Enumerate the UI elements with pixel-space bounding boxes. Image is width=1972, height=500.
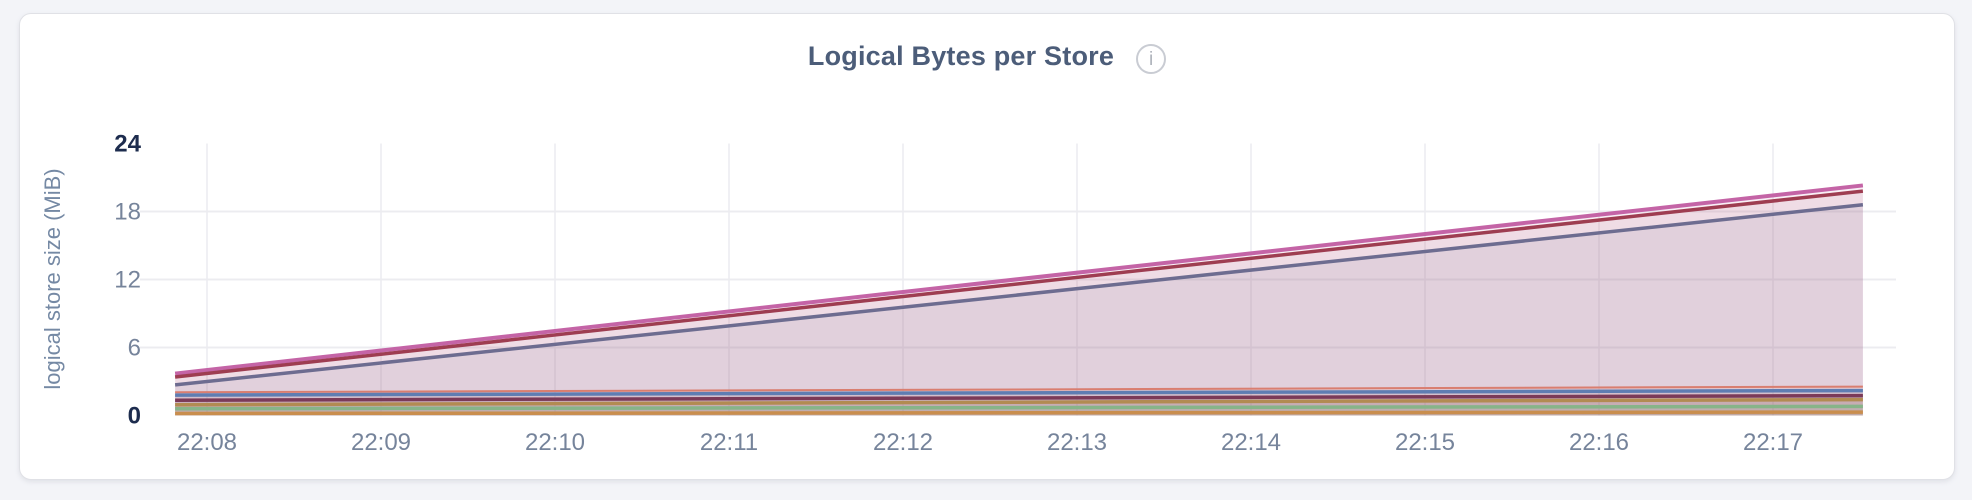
x-tick-label: 22:12: [873, 429, 933, 456]
series-area: [175, 191, 1863, 416]
x-tick-label: 22:16: [1569, 429, 1629, 456]
y-axis-title: logical store size (MiB): [40, 168, 65, 389]
y-tick-label: 18: [114, 199, 141, 226]
series-line: [175, 385, 1863, 394]
series-area: [175, 204, 1863, 416]
series-line: [175, 404, 1863, 411]
x-tick-label: 22:11: [700, 429, 758, 456]
y-tick-label: 12: [114, 267, 141, 294]
y-tick-label: 6: [128, 335, 141, 362]
series-line: [175, 410, 1863, 416]
series-line: [175, 397, 1863, 407]
series-line: [174, 189, 1864, 379]
x-tick-label: 22:14: [1221, 429, 1281, 456]
x-tick-label: 22:15: [1395, 429, 1455, 456]
y-tick-label: 0: [128, 403, 141, 430]
series-line: [174, 202, 1864, 387]
series-line: [174, 183, 1864, 376]
info-icon[interactable]: i: [1136, 44, 1167, 74]
series-line: [175, 388, 1863, 397]
x-tick-label: 22:13: [1047, 429, 1107, 456]
y-tick-label: 24: [114, 131, 141, 158]
series-area: [175, 185, 1863, 416]
x-tick-label: 22:08: [177, 429, 237, 456]
x-tick-label: 22:17: [1743, 429, 1803, 456]
chart-title: Logical Bytes per Store: [807, 40, 1115, 71]
chart-header: Logical Bytes per Store i: [20, 14, 1954, 74]
x-tick-label: 22:10: [525, 429, 585, 456]
series-line: [175, 393, 1863, 402]
x-tick-label: 22:09: [351, 429, 411, 456]
